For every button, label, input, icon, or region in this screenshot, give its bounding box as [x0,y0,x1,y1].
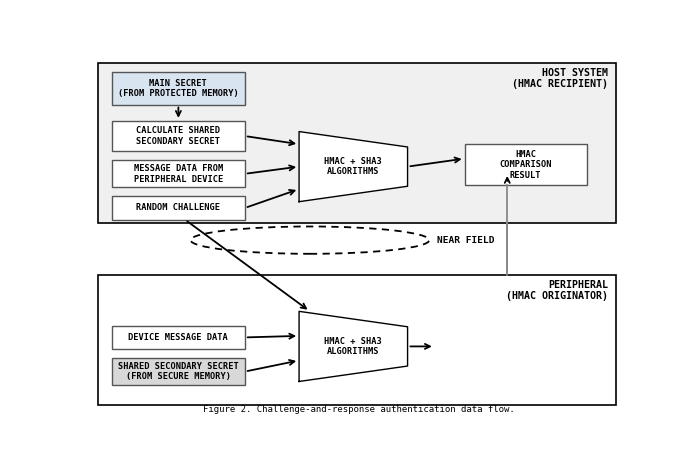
Text: DEVICE MESSAGE DATA: DEVICE MESSAGE DATA [129,333,228,342]
Bar [112,196,245,219]
Text: MESSAGE DATA FROM
PERIPHERAL DEVICE: MESSAGE DATA FROM PERIPHERAL DEVICE [134,164,223,184]
Polygon shape [299,311,407,382]
Text: SHARED SECONDARY SECRET
(FROM SECURE MEMORY): SHARED SECONDARY SECRET (FROM SECURE MEM… [118,362,239,381]
Bar [98,63,617,223]
Bar [112,160,245,187]
Text: Figure 2. Challenge-and-response authentication data flow.: Figure 2. Challenge-and-response authent… [203,405,514,414]
Bar [112,326,245,349]
Bar [112,358,245,385]
Bar [98,276,617,405]
Bar [112,121,245,151]
Polygon shape [299,132,407,202]
Bar [465,144,587,185]
Text: RANDOM CHALLENGE: RANDOM CHALLENGE [136,204,220,212]
Text: HMAC + SHA3
ALGORITHMS: HMAC + SHA3 ALGORITHMS [324,157,382,177]
Text: HMAC + SHA3
ALGORITHMS: HMAC + SHA3 ALGORITHMS [324,337,382,356]
Text: HMAC
COMPARISON
RESULT: HMAC COMPARISON RESULT [499,150,552,180]
Bar [112,72,245,105]
Text: NEAR FIELD: NEAR FIELD [438,236,495,245]
Text: MAIN SECRET
(FROM PROTECTED MEMORY): MAIN SECRET (FROM PROTECTED MEMORY) [118,79,239,98]
Text: PERIPHERAL
(HMAC ORIGINATOR): PERIPHERAL (HMAC ORIGINATOR) [506,280,608,301]
Text: CALCULATE SHARED
SECONDARY SECRET: CALCULATE SHARED SECONDARY SECRET [136,127,220,146]
Text: HOST SYSTEM
(HMAC RECIPIENT): HOST SYSTEM (HMAC RECIPIENT) [512,68,608,89]
